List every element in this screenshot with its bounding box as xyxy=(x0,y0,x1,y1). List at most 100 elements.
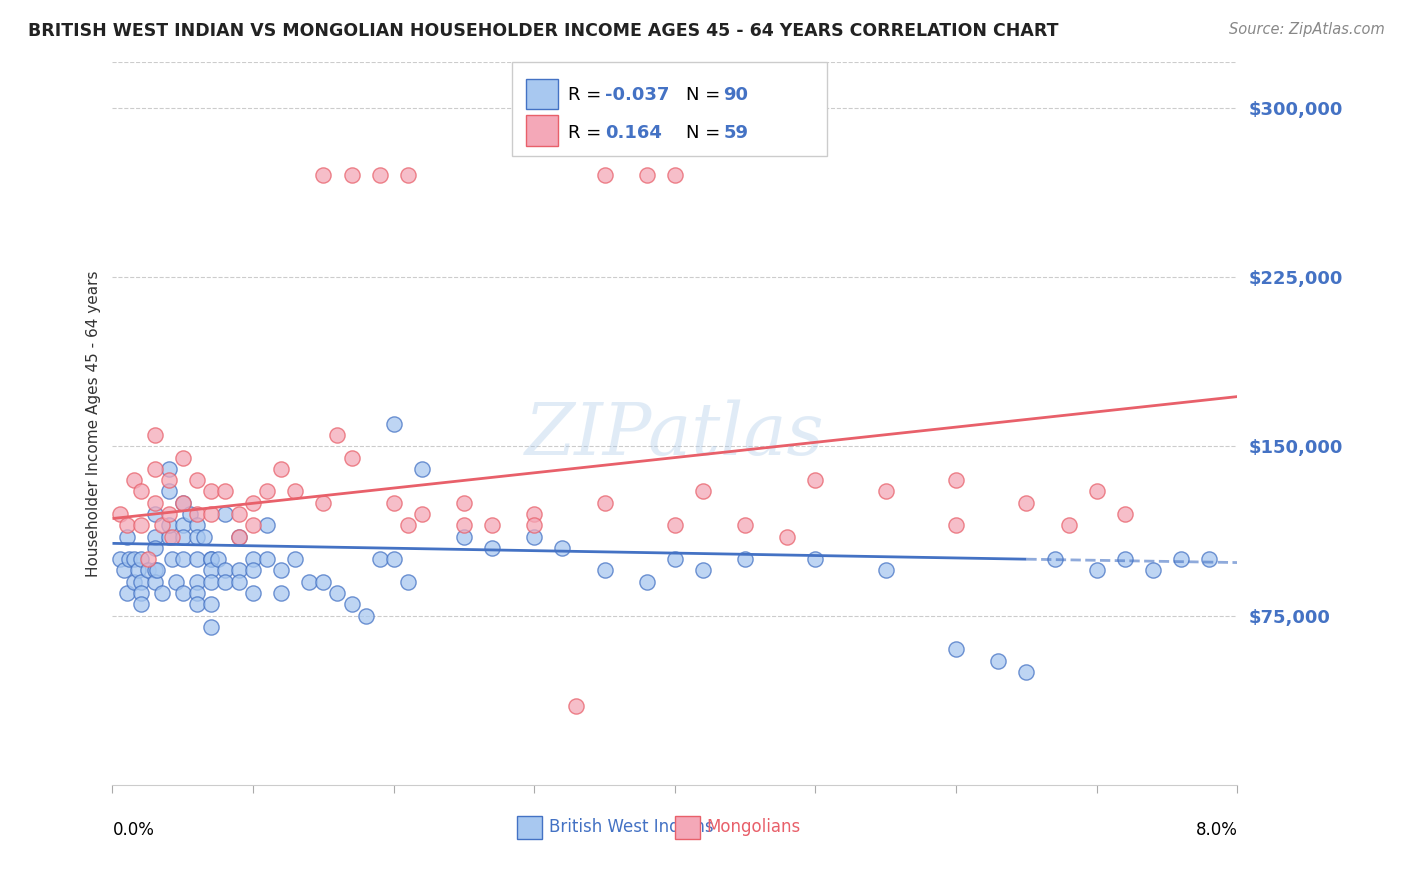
Point xyxy=(481,518,503,533)
Point xyxy=(340,169,363,183)
Point xyxy=(186,586,208,600)
Point xyxy=(453,530,475,544)
Point xyxy=(256,552,278,566)
Point xyxy=(172,496,194,510)
Point xyxy=(284,484,307,499)
Point xyxy=(396,169,419,183)
Point xyxy=(340,598,363,612)
Point xyxy=(945,518,967,533)
Point xyxy=(804,473,827,487)
Bar xyxy=(526,115,558,145)
Text: -0.037: -0.037 xyxy=(605,86,669,104)
Point xyxy=(200,574,222,589)
Point xyxy=(193,530,215,544)
Point xyxy=(481,541,503,555)
Point xyxy=(172,586,194,600)
Point xyxy=(664,169,686,183)
Point xyxy=(593,169,616,183)
Point xyxy=(593,496,616,510)
Text: 90: 90 xyxy=(723,86,748,104)
Point xyxy=(875,484,897,499)
Point xyxy=(146,564,169,578)
Point xyxy=(242,496,264,510)
Point xyxy=(636,574,658,589)
Point xyxy=(692,564,714,578)
Point xyxy=(122,473,145,487)
Point xyxy=(200,552,222,566)
Point xyxy=(411,507,433,521)
Point xyxy=(945,473,967,487)
Point xyxy=(172,450,194,465)
Point xyxy=(228,530,250,544)
Point xyxy=(228,507,250,521)
Point xyxy=(172,530,194,544)
Point xyxy=(326,586,349,600)
FancyBboxPatch shape xyxy=(512,62,827,156)
Point xyxy=(1198,552,1220,566)
Text: 8.0%: 8.0% xyxy=(1195,821,1237,839)
Point xyxy=(186,473,208,487)
Point xyxy=(776,530,799,544)
Point xyxy=(112,564,135,578)
Point xyxy=(382,417,405,431)
Point xyxy=(453,496,475,510)
Point xyxy=(157,507,180,521)
Point xyxy=(143,530,166,544)
Point xyxy=(664,518,686,533)
Point xyxy=(1015,665,1038,679)
Point xyxy=(312,169,335,183)
Point xyxy=(284,552,307,566)
Point xyxy=(150,586,173,600)
Point xyxy=(523,507,546,521)
Text: 0.164: 0.164 xyxy=(605,124,662,142)
Point xyxy=(179,507,201,521)
Point xyxy=(340,450,363,465)
Text: N =: N = xyxy=(686,124,725,142)
Point xyxy=(150,518,173,533)
Point xyxy=(160,552,183,566)
Point xyxy=(565,698,588,713)
Point xyxy=(312,496,335,510)
Point xyxy=(129,586,152,600)
Text: 0.0%: 0.0% xyxy=(112,821,155,839)
Point xyxy=(160,530,183,544)
Point xyxy=(382,496,405,510)
Point xyxy=(734,552,756,566)
Point xyxy=(186,598,208,612)
Point xyxy=(165,574,187,589)
Point xyxy=(523,518,546,533)
Point xyxy=(411,462,433,476)
Point xyxy=(186,507,208,521)
Point xyxy=(157,518,180,533)
Point xyxy=(108,507,131,521)
Point xyxy=(396,518,419,533)
Point xyxy=(200,484,222,499)
Point xyxy=(242,586,264,600)
Point xyxy=(593,564,616,578)
Point xyxy=(326,428,349,442)
Point xyxy=(127,564,149,578)
Point xyxy=(143,428,166,442)
Point xyxy=(157,462,180,476)
Point xyxy=(1114,552,1136,566)
Y-axis label: Householder Income Ages 45 - 64 years: Householder Income Ages 45 - 64 years xyxy=(86,270,101,577)
Point xyxy=(875,564,897,578)
Point xyxy=(143,574,166,589)
Point xyxy=(200,552,222,566)
Point xyxy=(256,518,278,533)
Point xyxy=(298,574,321,589)
Text: R =: R = xyxy=(568,86,607,104)
Point xyxy=(664,552,686,566)
Point xyxy=(122,574,145,589)
Point xyxy=(987,654,1010,668)
Point xyxy=(207,552,229,566)
Point xyxy=(270,586,292,600)
Point xyxy=(200,598,222,612)
Bar xyxy=(526,79,558,110)
Point xyxy=(1114,507,1136,521)
Point xyxy=(172,496,194,510)
Point xyxy=(1085,484,1108,499)
Point xyxy=(368,169,391,183)
Point xyxy=(186,574,208,589)
Point xyxy=(396,574,419,589)
